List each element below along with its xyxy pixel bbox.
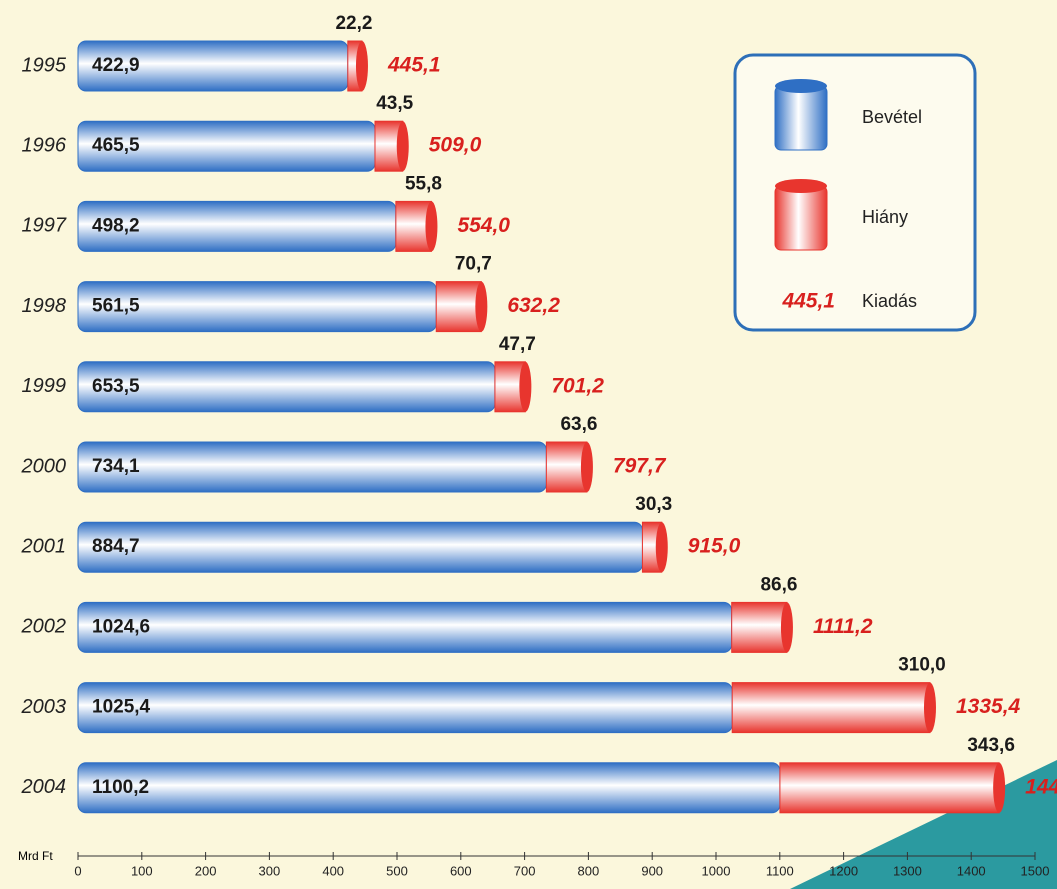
y-tick-label: 2003 [21,696,67,718]
bar-cap [781,602,793,652]
legend-swatch-top [775,79,827,93]
x-tick-label: 1200 [829,863,858,878]
bar-value-label: 43,5 [376,93,413,114]
total-label: 1335,4 [956,695,1021,718]
x-tick-label: 800 [578,863,600,878]
legend-swatch [775,86,827,150]
x-tick-label: 1500 [1021,863,1050,878]
bar-value-label: 561,5 [92,296,140,317]
bar-value-label: 498,2 [92,215,140,236]
bar-value-label: 310,0 [898,655,946,676]
x-tick-label: 700 [514,863,536,878]
x-tick-label: 1400 [957,863,986,878]
bar-segment [78,602,732,652]
bar-value-label: 30,3 [635,494,672,515]
x-tick-label: 300 [259,863,281,878]
y-tick-label: 1996 [22,134,67,156]
bar-cap [397,121,409,171]
bar-value-label: 47,7 [499,334,536,355]
total-label: 701,2 [551,374,604,397]
total-label: 554,0 [457,214,510,237]
bar-value-label: 734,1 [92,456,140,477]
bar-segment [732,683,930,733]
bar-segment [780,763,999,813]
bar-cap [924,683,936,733]
legend-sample: 445,1 [781,290,835,313]
total-label: 445,1 [387,54,441,77]
x-tick-label: 0 [74,863,81,878]
bar-cap [581,442,593,492]
bar-segment [436,282,481,332]
x-tick-label: 600 [450,863,472,878]
bar-segment [546,442,587,492]
total-label: 915,0 [688,535,741,558]
y-tick-label: 1998 [22,295,67,317]
bar-value-label: 1025,4 [92,697,151,718]
y-tick-label: 1995 [22,54,67,76]
total-label: 509,0 [429,134,482,157]
bar-cap [656,522,668,572]
legend-swatch-top [775,179,827,193]
bar-segment [78,442,546,492]
bar-cap [475,282,487,332]
bar-value-label: 422,9 [92,55,140,76]
y-tick-label: 1999 [22,375,67,397]
bar-value-label: 70,7 [455,254,492,275]
bar-segment [78,522,642,572]
y-tick-label: 2004 [21,776,67,798]
bar-value-label: 86,6 [760,574,797,595]
bar-value-label: 465,5 [92,135,140,156]
bar-value-label: 343,6 [967,735,1015,756]
total-label: 632,2 [507,294,560,317]
total-label: 797,7 [613,455,667,478]
bar-segment [732,602,787,652]
x-tick-label: 500 [386,863,408,878]
bar-value-label: 653,5 [92,376,140,397]
y-tick-label: 2000 [21,455,67,477]
x-axis-label: Mrd Ft [18,849,53,863]
bar-cap [519,362,531,412]
legend-label: Kiadás [862,291,917,311]
y-tick-label: 1997 [22,215,67,237]
x-tick-label: 900 [641,863,663,878]
chart: Mrd Ft 0 100 200 300 400 500 600 700 800 900 1000 1… [0,0,1057,889]
x-tick-label: 1300 [893,863,922,878]
legend-label: Bevétel [862,107,922,127]
bar-value-label: 884,7 [92,536,140,557]
bar-segment [78,362,495,412]
y-tick-label: 2002 [21,616,67,638]
bar-segment [78,683,732,733]
bar-value-label: 55,8 [405,173,442,194]
bar-value-label: 22,2 [335,13,372,34]
legend-label: Hiány [862,207,908,227]
x-tick-label: 400 [322,863,344,878]
bar-cap [993,763,1005,813]
legend-box [735,55,975,330]
total-label: 1443,8 [1025,775,1057,798]
x-tick-label: 200 [195,863,217,878]
bar-value-label: 1100,2 [92,777,149,798]
x-tick-label: 1100 [766,863,794,878]
x-tick-label: 1000 [702,863,731,878]
total-label: 1111,2 [813,615,873,638]
bar-cap [425,201,437,251]
bar-segment [78,763,780,813]
bar-value-label: 63,6 [560,414,597,435]
x-tick-label: 100 [131,863,153,878]
y-tick-label: 2001 [21,535,67,557]
bar-value-label: 1024,6 [92,616,150,637]
bar-cap [356,41,368,91]
legend-swatch [775,186,827,250]
